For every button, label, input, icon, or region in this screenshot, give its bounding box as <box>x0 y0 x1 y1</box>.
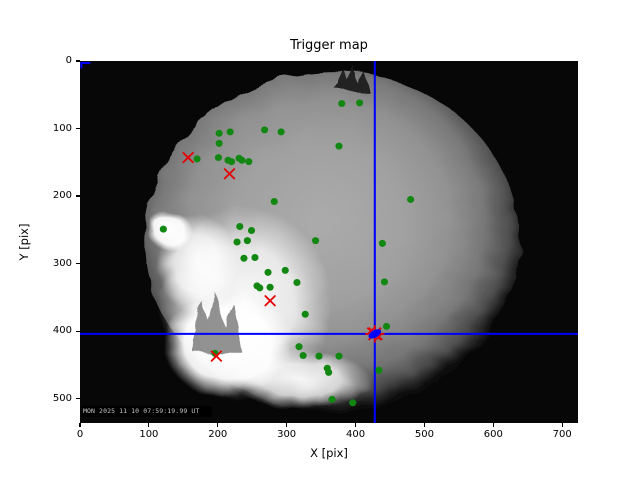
trigger-dot <box>240 254 248 262</box>
tree-silhouette-bottom-left <box>193 290 243 353</box>
y-tick-mark <box>76 398 80 400</box>
bright-arc-bottom <box>210 342 390 417</box>
flag-x-marker <box>182 151 194 164</box>
y-tick-mark <box>76 330 80 332</box>
plot-title: Trigger map <box>290 38 368 53</box>
y-tick-label: 300 <box>52 257 72 269</box>
timestamp-overlay: MON 2025 11 10 07:59:19.99 UT <box>81 406 212 417</box>
trigger-dot <box>215 129 223 137</box>
marker-layer <box>80 61 578 423</box>
flag-x-marker <box>264 295 276 307</box>
x-tick-label: 500 <box>414 429 434 440</box>
y-tick-mark <box>76 60 80 62</box>
flag-x-marker <box>210 350 223 362</box>
trigger-dot <box>295 343 303 351</box>
trigger-dot <box>338 100 346 108</box>
trigger-dot <box>375 366 383 374</box>
tree-silhouette-top <box>334 65 370 93</box>
trigger-dot <box>214 154 223 162</box>
trigger-dot <box>215 139 223 147</box>
y-tick-mark <box>76 195 80 197</box>
trigger-dot <box>243 237 251 245</box>
trigger-dot <box>335 142 343 150</box>
y-tick-label: 200 <box>52 190 72 202</box>
x-tick-label: 600 <box>483 429 503 440</box>
trigger-dot <box>281 266 289 274</box>
trigger-dot <box>335 352 343 360</box>
y-tick-mark <box>76 127 80 130</box>
camera-image-canvas <box>80 61 578 423</box>
trigger-dot <box>328 395 336 403</box>
x-tick-mark <box>561 423 563 427</box>
plot-area: MON 2025 11 10 07:59:19.99 UT <box>80 61 578 423</box>
trigger-dot <box>256 284 264 292</box>
selected-trigger-blob <box>368 329 382 339</box>
x-tick-label: 700 <box>552 429 572 440</box>
x-tick-mark <box>423 423 425 427</box>
y-tick-label: 500 <box>52 392 72 404</box>
x-tick-mark <box>354 423 357 427</box>
trigger-dot <box>261 126 269 134</box>
trigger-dot <box>251 254 259 262</box>
y-axis-label: Y [pix] <box>17 223 31 261</box>
x-tick-mark <box>148 423 150 427</box>
trigger-dot <box>380 278 389 286</box>
trigger-dot <box>245 158 253 166</box>
y-tick-label: 0 <box>65 55 72 66</box>
x-tick-label: 200 <box>208 429 228 440</box>
x-tick-mark <box>286 423 288 427</box>
trigger-dot <box>356 99 364 107</box>
trigger-dot <box>236 222 244 230</box>
trigger-dot <box>325 368 333 376</box>
bright-spot-far-left <box>142 208 198 255</box>
x-tick-label: 300 <box>277 429 297 440</box>
trigger-dot <box>301 310 309 318</box>
x-tick-mark <box>79 423 81 427</box>
fisheye-sky-image <box>80 61 578 423</box>
x-tick-mark <box>217 423 219 427</box>
trigger-dot <box>226 128 234 136</box>
y-tick-label: 400 <box>52 325 72 337</box>
trigger-dot <box>299 351 307 359</box>
x-tick-mark <box>492 423 494 427</box>
trigger-dot <box>311 237 320 245</box>
x-tick-label: 0 <box>76 429 84 440</box>
trigger-dot <box>315 352 323 360</box>
trigger-dot <box>193 155 201 163</box>
trigger-dot <box>382 322 391 330</box>
y-tick-label: 100 <box>52 122 72 134</box>
trigger-dot <box>293 279 301 287</box>
x-tick-label: 400 <box>345 429 366 440</box>
trigger-dot <box>378 239 386 247</box>
trigger-dot <box>349 399 357 407</box>
trigger-dot <box>264 268 272 276</box>
trigger-dot <box>238 156 246 164</box>
trigger-dot <box>270 197 278 205</box>
trigger-dot <box>247 227 256 235</box>
trigger-dot <box>277 128 285 136</box>
y-tick-mark <box>76 263 80 265</box>
trigger-dot <box>233 238 241 246</box>
x-tick-label: 100 <box>139 429 159 440</box>
trigger-dot <box>159 225 167 233</box>
trigger-dot <box>227 158 236 166</box>
origin-bracket <box>80 62 91 69</box>
trigger-dot <box>266 283 274 291</box>
x-axis-label: X [pix] <box>310 446 348 460</box>
trigger-dot <box>407 195 415 203</box>
flag-x-marker <box>223 168 236 180</box>
